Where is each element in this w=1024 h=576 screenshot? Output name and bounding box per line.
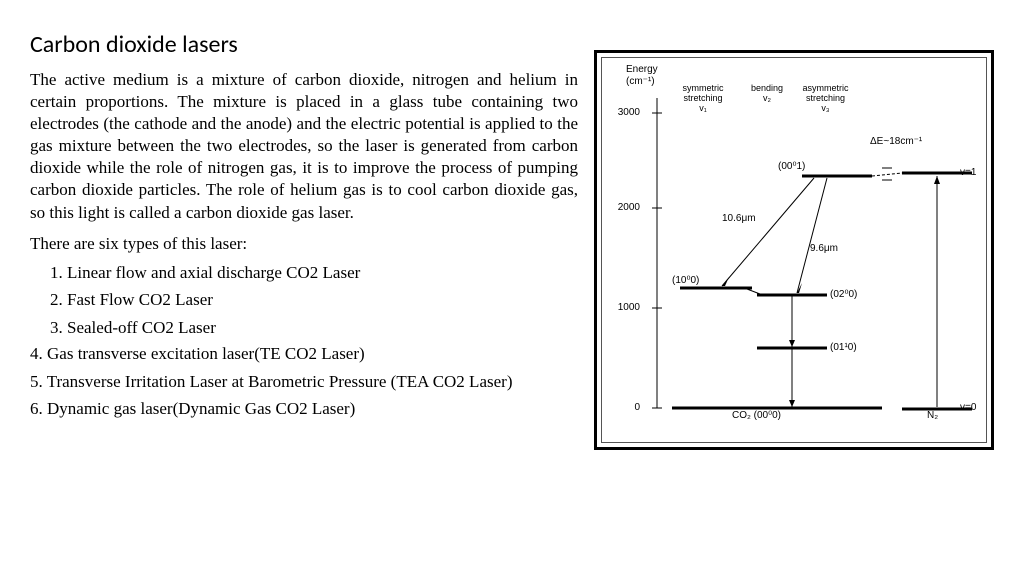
list-item: 6. Dynamic gas laser(Dynamic Gas CO2 Las… xyxy=(30,397,578,422)
text-column: Carbon dioxide lasers The active medium … xyxy=(30,30,578,556)
ytick-1000: 1000 xyxy=(610,302,640,313)
co2-ground-label: CO₂ (00⁰0) xyxy=(732,410,781,421)
page-title: Carbon dioxide lasers xyxy=(30,30,578,59)
n2-v1-label: v=1 xyxy=(960,167,976,178)
diagram-column: Energy (cm⁻¹) xyxy=(594,30,994,556)
energy-diagram: Energy (cm⁻¹) xyxy=(594,50,994,450)
t-9p6: 9.6μm xyxy=(810,243,838,254)
list-item: 5. Transverse Irritation Laser at Barome… xyxy=(30,370,578,395)
ytick-2000: 2000 xyxy=(610,202,640,213)
co2-100-label: (10⁰0) xyxy=(672,275,699,286)
col1-sub: v₁ xyxy=(678,104,728,114)
list-item: 2. Fast Flow CO2 Laser xyxy=(50,287,578,313)
laser-types-flat: 4. Gas transverse excitation laser(TE CO… xyxy=(30,342,578,425)
list-item: 3. Sealed-off CO2 Laser xyxy=(50,315,578,341)
t-10p6: 10.6μm xyxy=(722,213,756,224)
co2-001-label: (00⁰1) xyxy=(778,161,805,172)
list-item: 1. Linear flow and axial discharge CO2 L… xyxy=(50,260,578,286)
body-paragraph: The active medium is a mixture of carbon… xyxy=(30,69,578,224)
co2-0110-label: (01¹0) xyxy=(830,342,857,353)
col3-sub: v₃ xyxy=(798,104,853,114)
delta-e-label: ΔE~18cm⁻¹ xyxy=(870,136,922,147)
col2-bot: v₂ xyxy=(745,94,789,104)
diagram-plot: Energy (cm⁻¹) xyxy=(601,57,987,443)
list-item: 4. Gas transverse excitation laser(TE CO… xyxy=(30,342,578,367)
diagram-svg xyxy=(602,58,986,442)
laser-types-indented: 1. Linear flow and axial discharge CO2 L… xyxy=(30,260,578,343)
list-intro: There are six types of this laser: xyxy=(30,234,578,254)
ytick-0: 0 xyxy=(610,402,640,413)
n2-ground-label: N₂ xyxy=(927,410,938,421)
co2-020-label: (02⁰0) xyxy=(830,289,857,300)
n2-v0-label: v=0 xyxy=(960,402,976,413)
ytick-3000: 3000 xyxy=(610,107,640,118)
